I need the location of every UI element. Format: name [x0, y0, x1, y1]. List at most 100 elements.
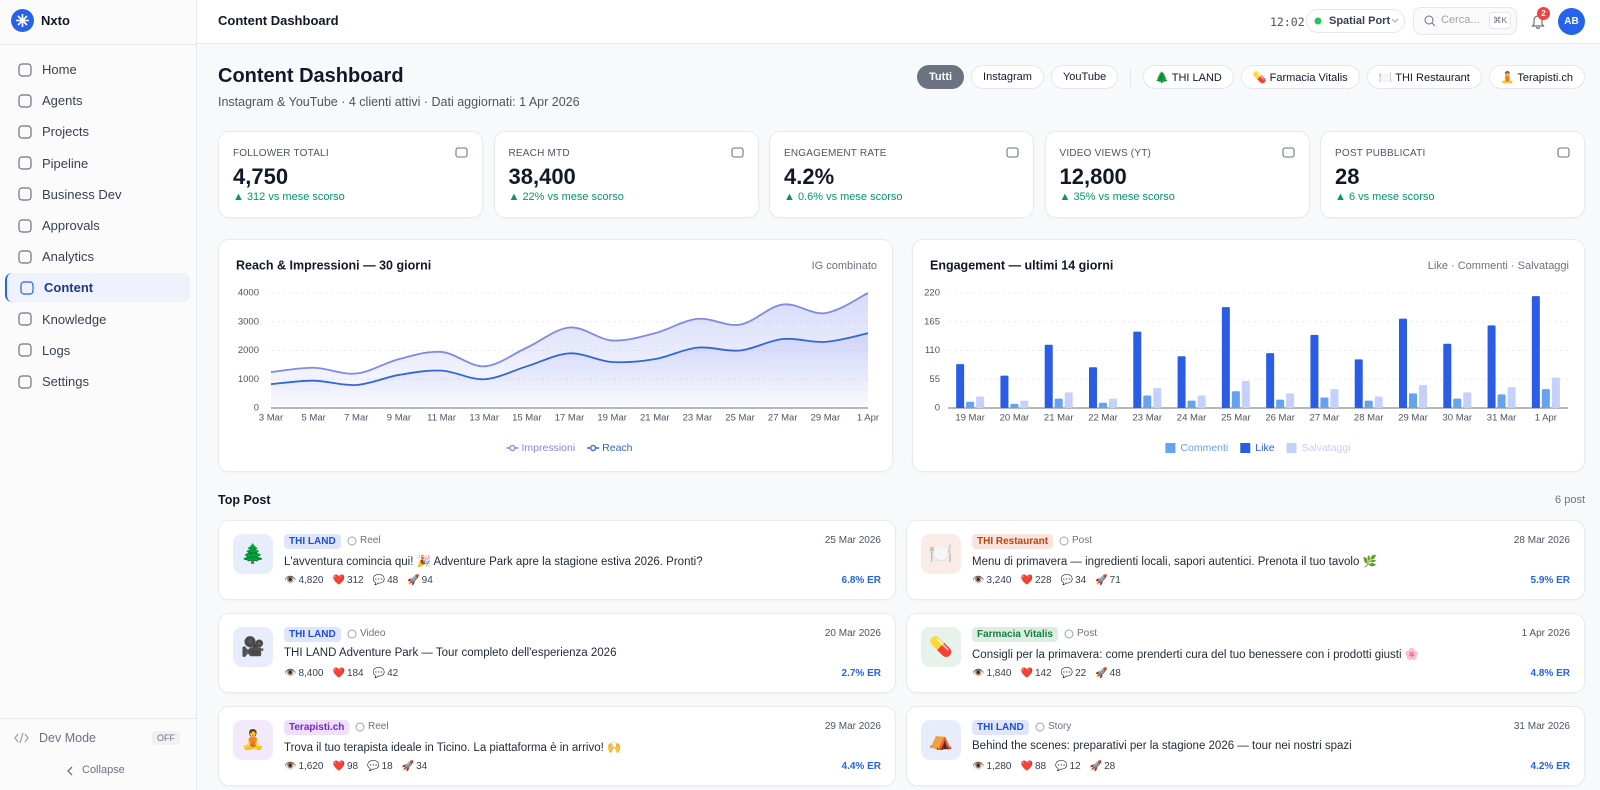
stat-icon: 👁️	[284, 761, 297, 772]
filter-pill[interactable]: 💊 Farmacia Vitalis	[1240, 65, 1360, 89]
stat-icon: 👁️	[972, 668, 985, 679]
nav-item[interactable]: Agents	[5, 86, 190, 115]
stat-icon: 🚀	[401, 761, 415, 772]
post-type-label: Post	[1072, 535, 1093, 546]
dev-mode[interactable]: Dev Mode	[39, 731, 96, 745]
bar	[1286, 393, 1295, 408]
post-er: 4.2% ER	[1530, 761, 1570, 772]
chart-card: Engagement — ultimi 14 giorni Like · Comm…	[912, 239, 1585, 472]
nav-icon	[18, 218, 32, 233]
nav-item[interactable]: Settings	[5, 367, 190, 396]
nav-item[interactable]: Projects	[5, 117, 190, 146]
stat-icon: 💬	[1055, 761, 1068, 772]
filter-pill[interactable]: Instagram	[971, 65, 1044, 89]
type-icon	[1064, 629, 1074, 638]
filter-pill[interactable]: 🧘 Terapisti.ch	[1488, 65, 1585, 89]
chevron	[1391, 18, 1399, 23]
nav-label: Pipeline	[42, 155, 89, 171]
post-stat: 💬 12	[1055, 761, 1081, 772]
stat-value: 4,820	[298, 575, 324, 586]
nav-item[interactable]: Content	[5, 273, 190, 303]
nav-item[interactable]: Home	[5, 55, 190, 84]
notification-badge: 2	[1537, 7, 1550, 20]
x-tick-label: 15 Mar	[512, 413, 542, 424]
kpi-delta: ▲ 22% vs mese scorso	[508, 191, 624, 203]
post-stat: 🚀 34	[402, 761, 428, 772]
filter-pill[interactable]: Tutti	[917, 65, 965, 89]
kpi-label: FOLLOWER TOTALI	[233, 148, 329, 159]
brand-logo	[11, 9, 34, 32]
kpi-card: POST PUBBLICATI 28 ▲ 6 vs mese scorso	[1320, 131, 1585, 218]
legend-label: Salvataggi	[1302, 442, 1351, 454]
nav-label: Content	[44, 280, 94, 296]
nav-item[interactable]: Business Dev	[5, 180, 190, 209]
filter-pill[interactable]: 🍽️ THI Restaurant	[1366, 65, 1482, 89]
nav-item[interactable]: Pipeline	[5, 149, 190, 178]
post-stat: 👁️ 3,240	[972, 575, 1011, 586]
post-date: 29 Mar 2026	[824, 721, 881, 732]
x-tick-label: 20 Mar	[1000, 413, 1030, 424]
nav-item[interactable]: Approvals	[5, 211, 190, 240]
search-icon	[1424, 15, 1436, 27]
post-type-label: Reel	[360, 535, 381, 546]
filter-pill[interactable]: YouTube	[1050, 65, 1119, 89]
nav-icon-shape	[18, 218, 32, 233]
avatar[interactable]: AB	[1558, 8, 1585, 35]
bar	[1197, 395, 1206, 408]
type-icon-shape	[347, 536, 357, 545]
post-icon: 🧘	[233, 720, 273, 760]
filter-pill[interactable]: 🌲 THI LAND	[1143, 65, 1234, 89]
kpi-card: ENGAGEMENT RATE 4.2% ▲ 0.6% vs mese scorso	[769, 131, 1034, 218]
post-card[interactable]: 🌲 THI LAND Reel 25 Mar 2026 L'avventura comi…	[218, 520, 896, 600]
type-icon	[355, 722, 365, 731]
chart-title: Engagement — ultimi 14 giorni	[930, 258, 1113, 272]
bar	[1541, 389, 1550, 408]
post-stats: 👁️ 3,240 ❤️ 228 💬 34 🚀 71	[972, 575, 1121, 586]
bar	[1374, 396, 1383, 408]
type-icon-shape	[355, 722, 365, 731]
post-type-label: Reel	[368, 721, 389, 732]
kpi-value: 4,750	[233, 164, 289, 189]
bar	[1089, 367, 1097, 408]
area	[271, 333, 868, 408]
stat-value: 228	[1034, 575, 1052, 586]
stat-icon: 💬	[372, 575, 386, 586]
bar	[1276, 399, 1285, 408]
stat-icon: ❤️	[1020, 575, 1033, 586]
kpi-icon-shape	[1006, 147, 1019, 158]
post-card[interactable]: ⛺ THI LAND Story 31 Mar 2026 Behind the scen…	[906, 706, 1585, 786]
post-card[interactable]: 🍽️ THI Restaurant Post 28 Mar 2026 Menu di p…	[906, 520, 1585, 600]
post-date: 28 Mar 2026	[1513, 535, 1570, 546]
stat-icon: 🚀	[1089, 761, 1103, 772]
nav-icon-shape	[18, 374, 32, 389]
dev-state[interactable]: OFF	[152, 731, 180, 745]
post-card[interactable]: 🎥 THI LAND Video 20 Mar 2026 THI LAND Advent…	[218, 613, 896, 693]
nav-icon	[18, 250, 32, 264]
stat-icon: 🚀	[1095, 575, 1108, 586]
bar	[1241, 380, 1250, 408]
post-card[interactable]: 🧘 Terapisti.ch Reel 29 Mar 2026 Trova il tuo…	[218, 706, 896, 786]
nav-item[interactable]: Analytics	[5, 242, 190, 271]
nav-item[interactable]: Logs	[5, 336, 190, 365]
collapse[interactable]: Collapse	[82, 764, 125, 776]
post-tag: Farmacia Vitalis	[972, 627, 1058, 642]
post-text: Menu di primavera — ingredienti locali, …	[972, 556, 1377, 568]
post-stat: ❤️ 98	[332, 761, 358, 772]
bar	[1153, 388, 1162, 408]
post-card[interactable]: 💊 Farmacia Vitalis Post 1 Apr 2026 Consigli …	[906, 613, 1585, 693]
stat-value: 42	[387, 668, 399, 679]
nav-icon	[18, 156, 32, 170]
bar	[1453, 398, 1462, 408]
nav-item[interactable]: Knowledge	[5, 305, 190, 334]
post-stats: 👁️ 1,620 ❤️ 98 💬 18 🚀 34	[284, 761, 427, 772]
post-count: 6 post	[1555, 494, 1585, 506]
post-er: 5.9% ER	[1530, 575, 1570, 586]
post-date: 31 Mar 2026	[1513, 721, 1570, 732]
workspace[interactable]: Spatial Port	[1306, 9, 1405, 33]
post-stat: 🚀 71	[1095, 575, 1121, 586]
post-date: 1 Apr 2026	[1521, 628, 1570, 639]
post-stat: 👁️ 4,820	[284, 575, 323, 586]
x-tick-label: 3 Mar	[259, 413, 283, 424]
post-type: Reel	[347, 535, 381, 546]
